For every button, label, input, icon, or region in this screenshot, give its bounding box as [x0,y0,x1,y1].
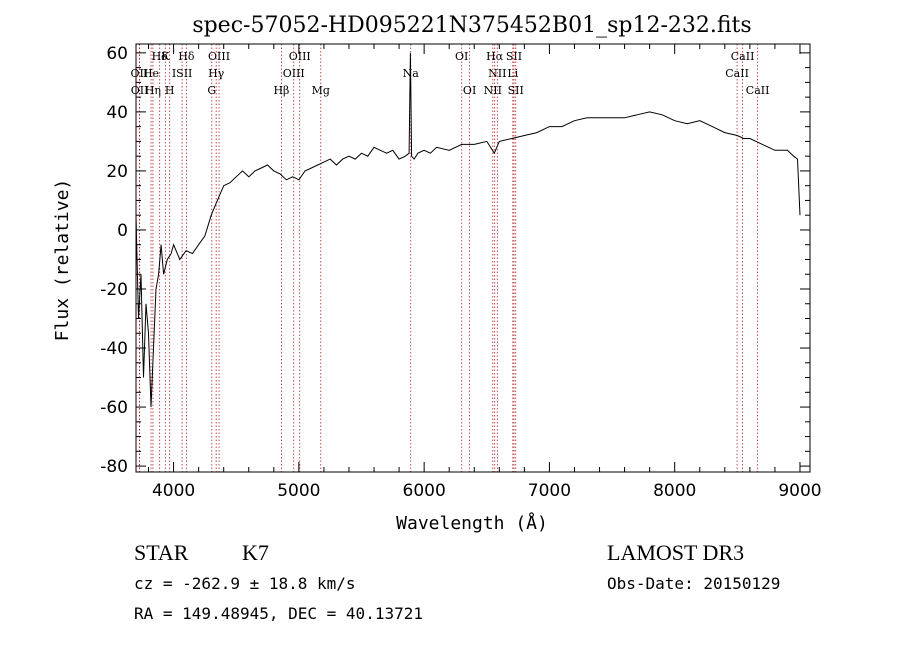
spectral-line-label: OIII [283,67,305,80]
spectral-line-label: NII [484,84,502,97]
spectral-line-label: Mg [312,84,330,97]
spectral-line-label: Hβ [273,84,289,97]
y-tick-label: 40 [106,103,128,123]
spectral-line-label: CaII [746,84,770,97]
spectral-line-label: H [165,84,175,97]
survey-name: LAMOST DR3 [607,540,745,565]
spectral-line-label: Hη [145,84,161,97]
x-tick-label: 7000 [528,481,571,501]
axis-ticks: 4000 5000 6000 7000 8000 9000 -80 -60 -40 -20 0 20 4… [100,44,821,501]
spectral-line-label: SII [508,84,524,97]
spectral-line-label: Hα [486,50,504,63]
x-tick-label: 5000 [277,481,320,501]
spectral-line-label: OII [131,84,149,97]
spectral-line-label: ISII [172,67,193,80]
x-tick-label: 8000 [653,481,696,501]
x-axis-label: Wavelength (Å) [396,512,548,534]
object-subclass: K7 [242,540,269,565]
y-tick-label: -40 [100,339,128,359]
spectral-line-label: NII [488,67,506,80]
spectral-line-label: Hγ [208,67,225,80]
observation-date: Obs-Date: 20150129 [607,574,781,593]
spectral-line-label: OI [463,84,476,97]
y-tick-label: 0 [117,221,128,241]
spectral-line-label: CaII [725,67,749,80]
spectral-line-label: G [207,84,216,97]
y-axis-label: Flux (relative) [52,179,73,342]
y-tick-label: 60 [106,44,128,64]
spectral-line-label: K [161,50,170,63]
x-tick-label: 4000 [152,481,195,501]
y-tick-label: -60 [100,398,128,418]
spectral-line-label: Hδ [178,50,195,63]
sky-coordinates: RA = 149.48945, DEC = 40.13721 [134,604,423,623]
spectral-line-label: SII [506,50,522,63]
x-tick-label: 6000 [403,481,446,501]
spectral-line-label: He [143,67,159,80]
spectrum-series-line [135,52,801,408]
spectral-line-label: Li [507,67,518,80]
object-class: STAR [134,540,189,565]
spectral-line-label: OI [455,50,468,63]
y-tick-label: -80 [100,457,128,477]
y-tick-label: 20 [106,162,128,182]
spectral-line-label: CaII [731,50,755,63]
x-tick-label: 9000 [778,481,821,501]
spectral-line-label: OIII [208,50,230,63]
spectral-line-label: OIII [289,50,311,63]
chart-title: spec-57052-HD095221N375452B01_sp12-232.f… [192,13,751,38]
spectral-line-label: Hδ [152,50,169,63]
plot-frame [135,43,811,473]
redshift-velocity: cz = -262.9 ± 18.8 km/s [134,574,356,593]
y-tick-label: -20 [100,280,128,300]
